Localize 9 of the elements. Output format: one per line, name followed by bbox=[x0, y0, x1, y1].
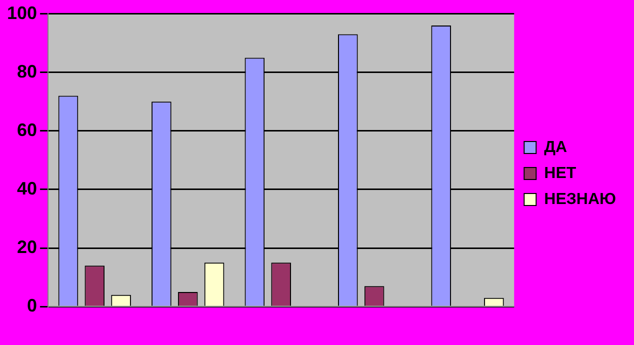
legend-label: НЕТ bbox=[544, 164, 576, 182]
y-tick-label: 100 bbox=[6, 2, 38, 23]
y-tick-label: 20 bbox=[17, 237, 38, 258]
legend-label: НЕЗНАЮ bbox=[544, 190, 616, 208]
y-tick-label: 60 bbox=[17, 120, 38, 140]
y-tick-label: 0 bbox=[27, 296, 38, 316]
y-tick-label: 80 bbox=[17, 61, 38, 82]
y-tick-label: 40 bbox=[17, 178, 38, 198]
legend-label: ДА bbox=[544, 138, 568, 156]
